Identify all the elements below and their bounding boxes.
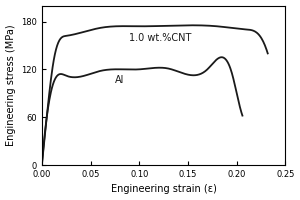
Text: 1.0 wt.%CNT: 1.0 wt.%CNT — [130, 33, 192, 43]
Y-axis label: Engineering stress (MPa): Engineering stress (MPa) — [6, 24, 16, 146]
Text: Al: Al — [115, 75, 124, 85]
X-axis label: Engineering strain (ε): Engineering strain (ε) — [111, 184, 217, 194]
